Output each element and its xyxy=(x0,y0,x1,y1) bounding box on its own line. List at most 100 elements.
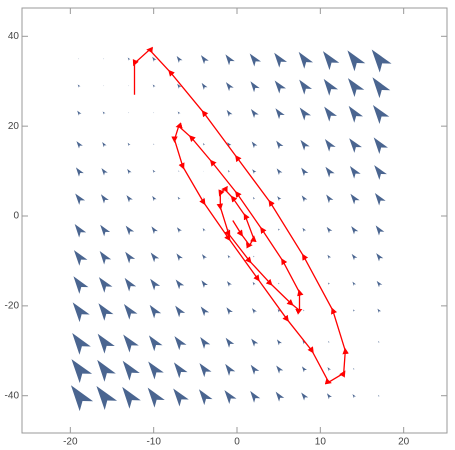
vector-arrow xyxy=(372,77,391,99)
vector-arrow xyxy=(376,253,384,262)
vector-arrow xyxy=(203,170,205,172)
vector-arrow xyxy=(200,336,211,349)
vector-arrow xyxy=(72,302,90,323)
vector-arrow xyxy=(275,391,285,402)
vector-arrow xyxy=(225,54,235,66)
vector-arrow xyxy=(100,224,111,237)
vector-arrow xyxy=(148,335,163,352)
vector-arrow xyxy=(250,364,260,375)
vector-arrow xyxy=(225,337,235,348)
vector-arrow xyxy=(349,165,361,179)
vector-arrow xyxy=(100,194,109,204)
vector-arrow xyxy=(74,223,87,238)
vector-arrow xyxy=(227,254,231,259)
vector-arrow xyxy=(252,281,256,286)
vector-arrow xyxy=(128,85,130,87)
vector-arrow xyxy=(200,306,210,317)
vector-arrow xyxy=(226,307,233,315)
vector-arrow xyxy=(125,251,136,264)
vector-arrow xyxy=(123,304,138,320)
vector-arrow xyxy=(175,279,185,290)
vector-arrow xyxy=(73,250,88,266)
vector-arrow xyxy=(101,168,108,176)
vector-arrow xyxy=(127,57,131,61)
vector-arrow xyxy=(228,197,230,199)
vector-arrow xyxy=(274,52,288,68)
x-tick-label: 10 xyxy=(315,437,327,448)
vector-arrow xyxy=(378,340,380,343)
vector-arrow xyxy=(276,168,283,176)
vector-arrow xyxy=(202,228,206,232)
vector-arrow xyxy=(225,82,234,92)
vector-arrow xyxy=(153,143,155,145)
vector-arrow xyxy=(153,112,155,114)
vector-arrow xyxy=(351,226,359,235)
vector-arrow xyxy=(122,360,140,381)
vector-arrow xyxy=(276,140,284,150)
vector-arrow xyxy=(152,195,157,202)
vector-arrow xyxy=(151,226,158,235)
vector-arrow xyxy=(301,366,307,373)
vector-arrow xyxy=(103,58,105,60)
vector-arrow xyxy=(326,194,334,204)
vector-arrow xyxy=(277,196,282,201)
vector-arrow xyxy=(78,58,80,60)
vector-arrow xyxy=(98,303,114,321)
vector-arrow xyxy=(150,278,161,291)
vector-arrow xyxy=(226,109,233,117)
vector-arrow xyxy=(350,193,360,205)
vector-arrow xyxy=(371,49,392,73)
vector-arrow xyxy=(226,281,232,287)
vector-arrow xyxy=(301,167,309,177)
vector-arrow xyxy=(327,282,331,285)
vector-arrow xyxy=(77,84,81,88)
vector-arrow xyxy=(203,197,205,199)
vector-arrow xyxy=(225,363,236,376)
vector-arrow xyxy=(122,386,141,409)
vector-arrow xyxy=(352,281,357,286)
vector-arrow xyxy=(227,170,231,173)
vector-arrow xyxy=(302,227,307,233)
vector-arrow xyxy=(71,359,93,384)
vector-arrow xyxy=(251,141,258,149)
vector-arrow xyxy=(77,110,82,116)
vector-arrow xyxy=(152,169,156,174)
vector-arrow xyxy=(374,165,387,180)
vector-arrow xyxy=(125,225,135,236)
vector-arrow xyxy=(323,78,339,96)
vector-arrow xyxy=(176,253,183,261)
vector-arrow xyxy=(324,106,338,122)
x-tick-label: -10 xyxy=(146,437,161,448)
vector-arrow xyxy=(373,137,388,155)
vector-arrow xyxy=(199,363,212,378)
vector-arrow xyxy=(252,169,257,174)
vector-arrow xyxy=(348,105,364,123)
vector-arrow xyxy=(249,53,261,67)
vector-arrow xyxy=(128,112,130,114)
vector-arrow xyxy=(303,309,305,312)
vector-arrow xyxy=(276,365,284,374)
vector-arrow xyxy=(75,193,86,205)
x-tick-label: 20 xyxy=(398,437,410,448)
vector-arrow xyxy=(375,225,385,236)
y-tick-label: 20 xyxy=(8,121,20,132)
vector-arrow xyxy=(277,228,281,231)
vector-arrow xyxy=(326,393,332,400)
vector-arrow xyxy=(147,387,165,408)
vector-arrow xyxy=(176,227,182,233)
y-tick-label: -40 xyxy=(5,390,20,401)
vector-arrow xyxy=(299,79,313,95)
vector-arrow xyxy=(252,196,256,200)
vector-arrow xyxy=(325,166,335,178)
vector-arrow xyxy=(351,253,358,261)
vector-arrow xyxy=(250,109,259,119)
vector-arrow xyxy=(149,304,162,319)
x-tick-label: 0 xyxy=(234,437,240,448)
y-tick-label: 0 xyxy=(13,211,19,222)
vector-arrow xyxy=(201,254,207,260)
vector-arrow xyxy=(251,338,259,347)
vector-arrow xyxy=(224,390,237,405)
vector-arrow xyxy=(198,389,213,406)
vector-arrow xyxy=(328,340,330,343)
vector-arrow xyxy=(326,226,333,234)
